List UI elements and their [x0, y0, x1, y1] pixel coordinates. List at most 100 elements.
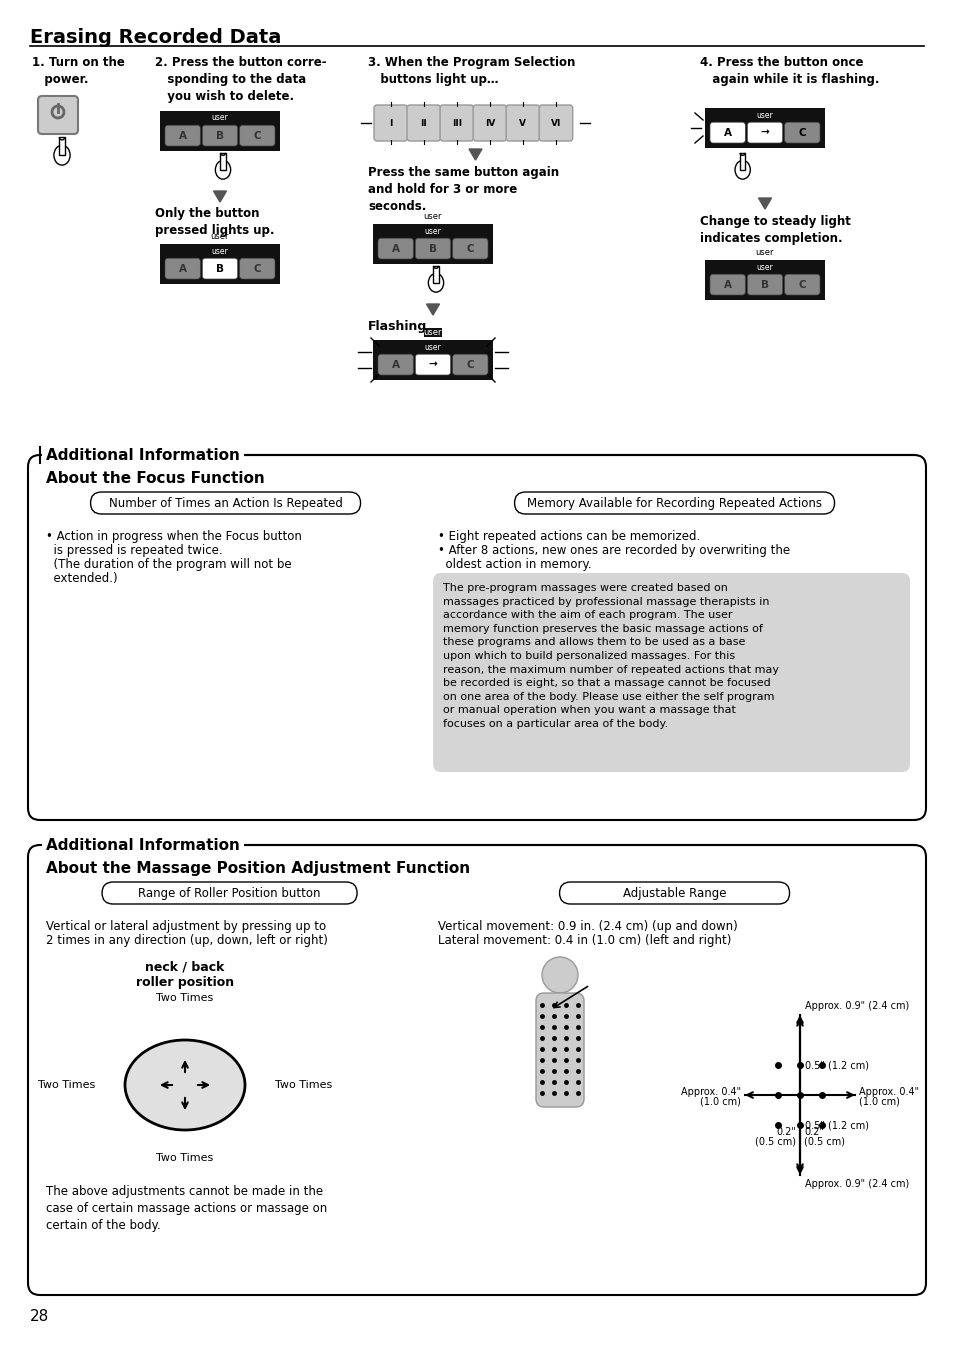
Text: C: C — [466, 244, 474, 254]
Text: C: C — [798, 128, 805, 138]
Text: Two Times: Two Times — [156, 993, 213, 1004]
Text: user: user — [212, 113, 228, 123]
FancyBboxPatch shape — [452, 239, 488, 259]
Text: 4. Press the button once
   again while it is flashing.: 4. Press the button once again while it … — [700, 57, 879, 86]
Text: Approx. 0.9" (2.4 cm): Approx. 0.9" (2.4 cm) — [804, 1179, 908, 1188]
FancyBboxPatch shape — [202, 258, 237, 279]
Text: user: user — [423, 328, 442, 337]
Text: user: user — [424, 227, 441, 236]
Text: (0.5 cm): (0.5 cm) — [754, 1137, 795, 1147]
Text: user: user — [423, 212, 442, 221]
Bar — [373, 340, 493, 380]
FancyBboxPatch shape — [709, 274, 744, 295]
FancyBboxPatch shape — [415, 355, 450, 375]
Text: →: → — [760, 128, 768, 138]
FancyBboxPatch shape — [102, 882, 356, 904]
Text: Two Times: Two Times — [156, 1153, 213, 1163]
Text: Change to steady light
indicates completion.: Change to steady light indicates complet… — [700, 214, 850, 246]
Text: Vertical or lateral adjustment by pressing up to: Vertical or lateral adjustment by pressi… — [46, 920, 326, 934]
Text: Additional Information: Additional Information — [46, 448, 239, 463]
FancyBboxPatch shape — [506, 105, 539, 142]
Text: A: A — [392, 244, 399, 254]
FancyBboxPatch shape — [407, 105, 440, 142]
Text: 0.5" (1.2 cm): 0.5" (1.2 cm) — [804, 1120, 868, 1130]
Text: user: user — [755, 248, 774, 258]
Text: A: A — [723, 128, 731, 138]
Text: III: III — [452, 119, 461, 128]
Text: IV: IV — [484, 119, 495, 128]
Text: 0.5" (1.2 cm): 0.5" (1.2 cm) — [804, 1060, 868, 1070]
Text: B: B — [215, 131, 224, 140]
Polygon shape — [758, 198, 771, 209]
Text: oldest action in memory.: oldest action in memory. — [437, 558, 591, 571]
Ellipse shape — [428, 274, 443, 293]
Text: 0.2": 0.2" — [803, 1126, 823, 1137]
Bar — [160, 111, 280, 151]
Text: C: C — [253, 263, 261, 274]
Text: Flashing: Flashing — [368, 320, 427, 333]
Text: 2. Press the button corre-
   sponding to the data
   you wish to delete.: 2. Press the button corre- sponding to t… — [154, 57, 326, 103]
FancyBboxPatch shape — [239, 125, 274, 146]
Text: user: user — [212, 247, 228, 255]
Ellipse shape — [734, 161, 749, 179]
Text: (The duration of the program will not be: (The duration of the program will not be — [46, 558, 292, 571]
Text: B: B — [429, 244, 436, 254]
Bar — [433, 266, 438, 283]
Text: VI: VI — [550, 119, 560, 128]
FancyBboxPatch shape — [91, 492, 360, 514]
Ellipse shape — [125, 1040, 245, 1130]
Text: is pressed is repeated twice.: is pressed is repeated twice. — [46, 544, 222, 557]
FancyBboxPatch shape — [165, 258, 200, 279]
Text: C: C — [253, 131, 261, 140]
Text: 2 times in any direction (up, down, left or right): 2 times in any direction (up, down, left… — [46, 934, 328, 947]
Text: Two Times: Two Times — [38, 1081, 95, 1090]
Text: • Action in progress when the Focus button: • Action in progress when the Focus butt… — [46, 530, 301, 544]
Text: user: user — [211, 232, 229, 241]
FancyBboxPatch shape — [433, 573, 909, 772]
FancyBboxPatch shape — [165, 125, 200, 146]
FancyBboxPatch shape — [784, 274, 820, 295]
Ellipse shape — [53, 146, 70, 165]
Text: Approx. 0.4": Approx. 0.4" — [858, 1087, 918, 1097]
Text: A: A — [723, 279, 731, 290]
Text: V: V — [518, 119, 526, 128]
FancyBboxPatch shape — [38, 96, 78, 134]
FancyBboxPatch shape — [559, 882, 789, 904]
Text: • Eight repeated actions can be memorized.: • Eight repeated actions can be memorize… — [437, 530, 700, 544]
FancyBboxPatch shape — [377, 239, 413, 259]
Text: B: B — [215, 263, 224, 274]
FancyBboxPatch shape — [377, 355, 413, 375]
Bar — [220, 152, 225, 170]
Text: Number of Times an Action Is Repeated: Number of Times an Action Is Repeated — [109, 496, 342, 510]
Text: (1.0 cm): (1.0 cm) — [858, 1097, 899, 1108]
FancyBboxPatch shape — [784, 123, 820, 143]
Text: 1. Turn on the
   power.: 1. Turn on the power. — [32, 57, 125, 86]
Text: 3. When the Program Selection
   buttons light up…: 3. When the Program Selection buttons li… — [368, 57, 575, 86]
Circle shape — [541, 956, 578, 993]
Text: (0.5 cm): (0.5 cm) — [803, 1137, 844, 1147]
FancyBboxPatch shape — [239, 258, 274, 279]
FancyBboxPatch shape — [709, 123, 744, 143]
Text: user: user — [756, 263, 773, 271]
Text: Approx. 0.4": Approx. 0.4" — [680, 1087, 740, 1097]
Text: II: II — [420, 119, 427, 128]
FancyBboxPatch shape — [514, 492, 834, 514]
Bar — [740, 152, 744, 170]
Text: A: A — [178, 131, 187, 140]
Text: C: C — [798, 279, 805, 290]
Text: 28: 28 — [30, 1309, 50, 1323]
Text: Vertical movement: 0.9 in. (2.4 cm) (up and down): Vertical movement: 0.9 in. (2.4 cm) (up … — [437, 920, 737, 934]
Ellipse shape — [215, 161, 231, 179]
Text: Only the button
pressed lights up.: Only the button pressed lights up. — [154, 206, 274, 237]
Text: The pre-program massages were created based on
massages practiced by professiona: The pre-program massages were created ba… — [442, 583, 779, 728]
FancyBboxPatch shape — [202, 125, 237, 146]
Polygon shape — [213, 192, 226, 202]
Text: Adjustable Range: Adjustable Range — [622, 886, 725, 900]
Bar — [59, 138, 65, 155]
FancyBboxPatch shape — [746, 123, 781, 143]
Text: About the Massage Position Adjustment Function: About the Massage Position Adjustment Fu… — [46, 861, 470, 876]
FancyBboxPatch shape — [374, 105, 407, 142]
Text: Press the same button again
and hold for 3 or more
seconds.: Press the same button again and hold for… — [368, 166, 558, 213]
FancyBboxPatch shape — [536, 993, 583, 1108]
FancyBboxPatch shape — [473, 105, 506, 142]
